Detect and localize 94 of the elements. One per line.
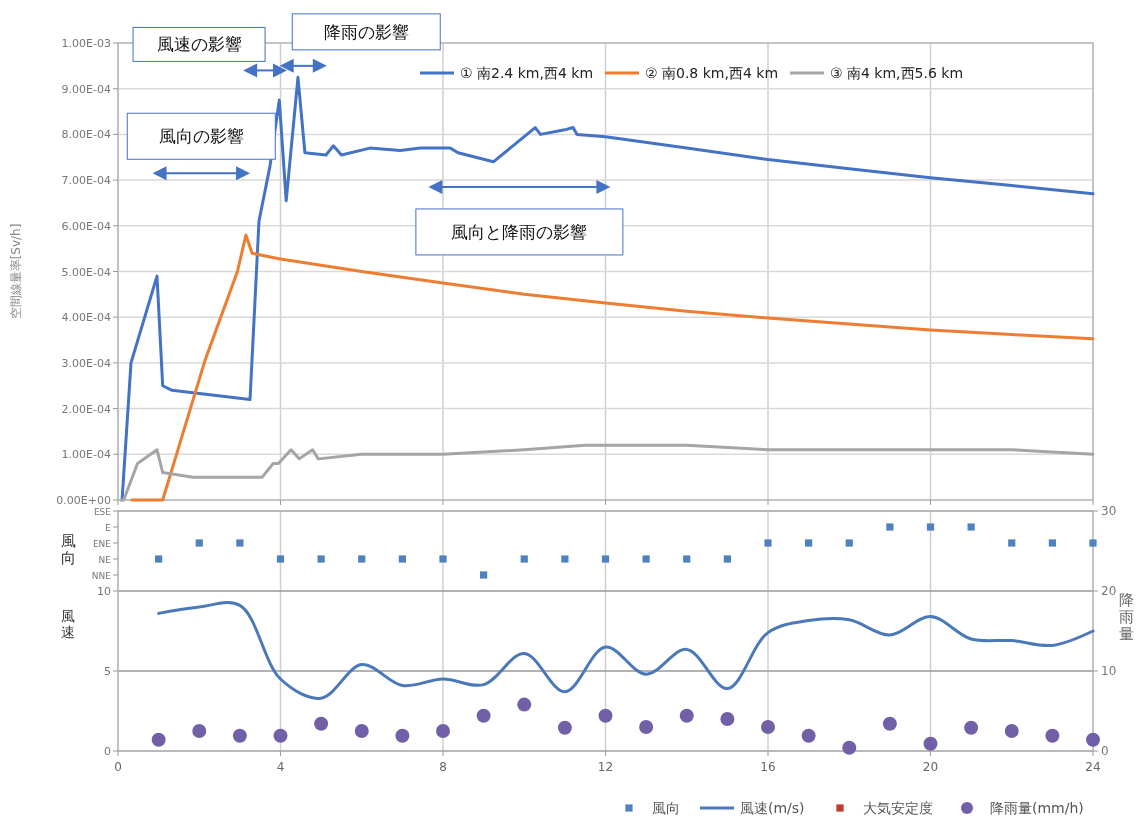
point: [764, 539, 772, 547]
point: [964, 720, 979, 735]
legend-label: 風向: [652, 800, 680, 816]
point: [926, 523, 935, 531]
y-tick-label: 10: [97, 585, 111, 598]
y-tick-label: 1.00E-04: [61, 448, 111, 462]
point: [882, 716, 897, 731]
x-tick-label: 8: [439, 760, 447, 774]
point: [436, 724, 450, 738]
point: [805, 539, 813, 547]
point: [192, 724, 207, 738]
y2-axis-title: 降雨量: [1118, 591, 1134, 643]
point: [476, 708, 491, 723]
point: [317, 555, 325, 563]
point: [642, 555, 650, 563]
x-tick-label: 24: [1085, 760, 1101, 774]
point: [232, 728, 247, 743]
legend-label: ③ 南4 km,西5.6 km: [830, 65, 964, 81]
point: [395, 728, 410, 743]
point: [557, 720, 572, 735]
y-tick-label: NE: [98, 555, 112, 565]
point: [601, 555, 610, 563]
x-tick-label: 0: [114, 760, 122, 774]
y-tick-label: 5.00E-04: [61, 265, 111, 279]
y-tick-label: 7.00E-04: [61, 174, 111, 188]
annotation: 風速の影響: [156, 34, 242, 55]
y-tick-label: ENE: [92, 539, 112, 549]
point: [801, 728, 816, 743]
point: [276, 555, 285, 563]
point: [520, 555, 528, 563]
y-tick-label: 0.00E+00: [56, 494, 111, 507]
point: [354, 724, 369, 738]
legend-label: ① 南2.4 km,西4 km: [460, 65, 594, 81]
y-tick-label: ESE: [93, 507, 112, 517]
point: [151, 732, 166, 747]
x-tick-label: 16: [760, 760, 776, 774]
legend-label: 風速(m/s): [740, 800, 805, 816]
y-tick-label: 6.00E-04: [61, 219, 111, 233]
y-tick-label: E: [105, 523, 112, 533]
point: [439, 555, 447, 563]
point: [761, 720, 775, 734]
y-tick-label: 5: [104, 665, 111, 678]
y-axis-title: 風速: [61, 608, 75, 640]
point: [967, 523, 975, 531]
point: [1086, 732, 1100, 747]
legend-label: 降雨量(mm/h): [990, 800, 1084, 816]
point: [723, 555, 731, 563]
point: [236, 539, 244, 547]
annotation: 風向と降雨の影響: [451, 221, 588, 242]
point: [398, 555, 406, 563]
y-tick-label: 4.00E-04: [61, 311, 111, 325]
point: [639, 720, 654, 734]
y2-tick-label: 0: [1101, 744, 1109, 758]
point: [1008, 539, 1016, 547]
y2-tick-label: 20: [1101, 584, 1117, 598]
point: [195, 539, 203, 547]
point: [1045, 728, 1060, 743]
y-tick-label: 8.00E-04: [61, 128, 111, 142]
y2-tick-label: 10: [1101, 664, 1117, 678]
point: [1048, 539, 1056, 547]
x-tick-label: 12: [597, 760, 614, 774]
annotation: 風向の影響: [158, 126, 244, 147]
point: [517, 697, 532, 712]
point: [598, 708, 613, 723]
point: [358, 555, 366, 563]
y-tick-label: 1.00E-03: [61, 37, 111, 50]
text: 風向: [60, 532, 76, 567]
y-tick-label: 9.00E-04: [61, 82, 111, 96]
y-tick-label: 2.00E-04: [61, 402, 111, 416]
y-tick-label: NNE: [91, 571, 112, 581]
legend-label: ② 南0.8 km,西4 km: [645, 65, 779, 81]
x-tick-label: 20: [922, 760, 939, 774]
y2-tick-label: 30: [1101, 504, 1117, 518]
x-tick-label: 4: [276, 760, 285, 774]
point: [845, 539, 853, 547]
point: [683, 555, 691, 563]
point: [923, 736, 938, 751]
y-tick-label: 0: [104, 745, 111, 758]
point: [561, 555, 569, 563]
point: [480, 571, 488, 579]
point: [1089, 539, 1097, 547]
y-axis-title: 空間線量率[Sv/h]: [9, 223, 23, 320]
point: [155, 555, 163, 563]
point: [886, 523, 894, 531]
point: [273, 728, 288, 743]
text: 降雨の影響: [323, 21, 409, 42]
line-series: [119, 443, 1095, 502]
point: [679, 708, 694, 723]
point: [314, 716, 329, 731]
y-tick-label: 3.00E-04: [61, 356, 111, 370]
point: [720, 712, 735, 726]
legend-label: 大気安定度: [863, 800, 933, 816]
point: [1004, 724, 1019, 738]
point: [842, 740, 857, 755]
